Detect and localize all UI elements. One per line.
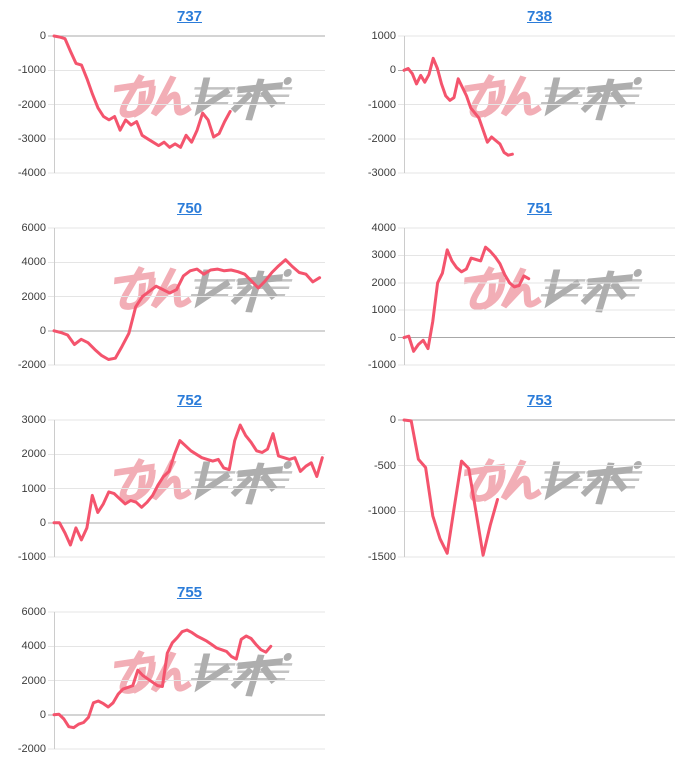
y-tick-label: 0 bbox=[39, 516, 46, 529]
chart-title-link[interactable]: 738 bbox=[526, 8, 553, 25]
y-tick-label: -2000 bbox=[17, 98, 46, 111]
y-tick-label: -1000 bbox=[367, 359, 396, 371]
line-chart-svg bbox=[48, 34, 325, 174]
y-tick-label: -2000 bbox=[17, 359, 46, 371]
y-tick-label: 1000 bbox=[21, 482, 46, 495]
y-tick-label: 0 bbox=[389, 331, 396, 344]
plot-area bbox=[48, 34, 325, 174]
y-tick-label: 4000 bbox=[21, 640, 46, 653]
line-chart-svg bbox=[398, 227, 675, 366]
chart-title-wrap: 755 bbox=[54, 584, 325, 602]
y-tick-label: -3000 bbox=[367, 167, 396, 179]
plot-area bbox=[48, 227, 325, 366]
y-tick-label: 3000 bbox=[21, 414, 46, 426]
y-tick-label: 1000 bbox=[371, 304, 396, 317]
y-tick-label: -4000 bbox=[17, 167, 46, 179]
chart-title-link[interactable]: 753 bbox=[526, 392, 553, 409]
chart-cell: 737 bbox=[0, 0, 350, 192]
chart-cell: 752 bbox=[0, 384, 350, 576]
chart-title-link[interactable]: 750 bbox=[176, 200, 203, 217]
chart-cell: 753 bbox=[350, 384, 700, 576]
line-chart-svg bbox=[48, 227, 325, 366]
line-chart-svg bbox=[48, 419, 325, 558]
chart-title-link[interactable]: 755 bbox=[176, 584, 203, 601]
y-tick-label: 0 bbox=[389, 64, 396, 77]
y-tick-label: 2000 bbox=[371, 276, 396, 289]
y-tick-label: 0 bbox=[39, 30, 46, 42]
y-tick-label: 0 bbox=[39, 708, 46, 721]
y-tick-label: 0 bbox=[39, 324, 46, 337]
line-chart-svg bbox=[398, 418, 675, 558]
y-tick-label: -500 bbox=[373, 459, 396, 472]
chart-cell: 751 bbox=[350, 192, 700, 384]
y-tick-label: 3000 bbox=[371, 249, 396, 262]
plot-area bbox=[48, 419, 325, 558]
y-tick-label: -1000 bbox=[367, 98, 396, 111]
plot-area bbox=[398, 418, 675, 558]
y-tick-label: -1500 bbox=[367, 551, 396, 563]
y-tick-label: 1000 bbox=[371, 30, 396, 42]
y-tick-label: 0 bbox=[389, 414, 396, 426]
chart-title-wrap: 738 bbox=[404, 8, 675, 26]
y-tick-label: 2000 bbox=[21, 448, 46, 461]
chart-title-wrap: 752 bbox=[54, 392, 325, 410]
chart-title-wrap: 737 bbox=[54, 8, 325, 26]
plot-area bbox=[398, 227, 675, 366]
y-tick-label: 4000 bbox=[21, 256, 46, 269]
y-tick-label: -1000 bbox=[17, 551, 46, 563]
y-tick-label: -1000 bbox=[17, 64, 46, 77]
chart-title-wrap: 751 bbox=[404, 200, 675, 218]
chart-title-wrap: 753 bbox=[404, 392, 675, 410]
line-chart-svg bbox=[48, 611, 325, 750]
line-chart-svg bbox=[398, 35, 675, 174]
y-tick-label: 4000 bbox=[371, 222, 396, 234]
chart-cell: 750 bbox=[0, 192, 350, 384]
chart-title-link[interactable]: 751 bbox=[526, 200, 553, 217]
y-tick-label: -1000 bbox=[367, 505, 396, 518]
chart-title-link[interactable]: 752 bbox=[176, 392, 203, 409]
y-tick-label: -2000 bbox=[367, 132, 396, 145]
y-tick-label: 2000 bbox=[21, 290, 46, 303]
y-tick-label: 6000 bbox=[21, 606, 46, 618]
y-tick-label: 2000 bbox=[21, 674, 46, 687]
y-tick-label: 6000 bbox=[21, 222, 46, 234]
chart-title-wrap: 750 bbox=[54, 200, 325, 218]
chart-cell: 738 bbox=[350, 0, 700, 192]
chart-title-link[interactable]: 737 bbox=[176, 8, 203, 25]
y-tick-label: -3000 bbox=[17, 132, 46, 145]
chart-cell: 755 bbox=[0, 576, 350, 768]
plot-area bbox=[48, 611, 325, 750]
plot-area bbox=[398, 35, 675, 174]
y-tick-label: -2000 bbox=[17, 743, 46, 755]
